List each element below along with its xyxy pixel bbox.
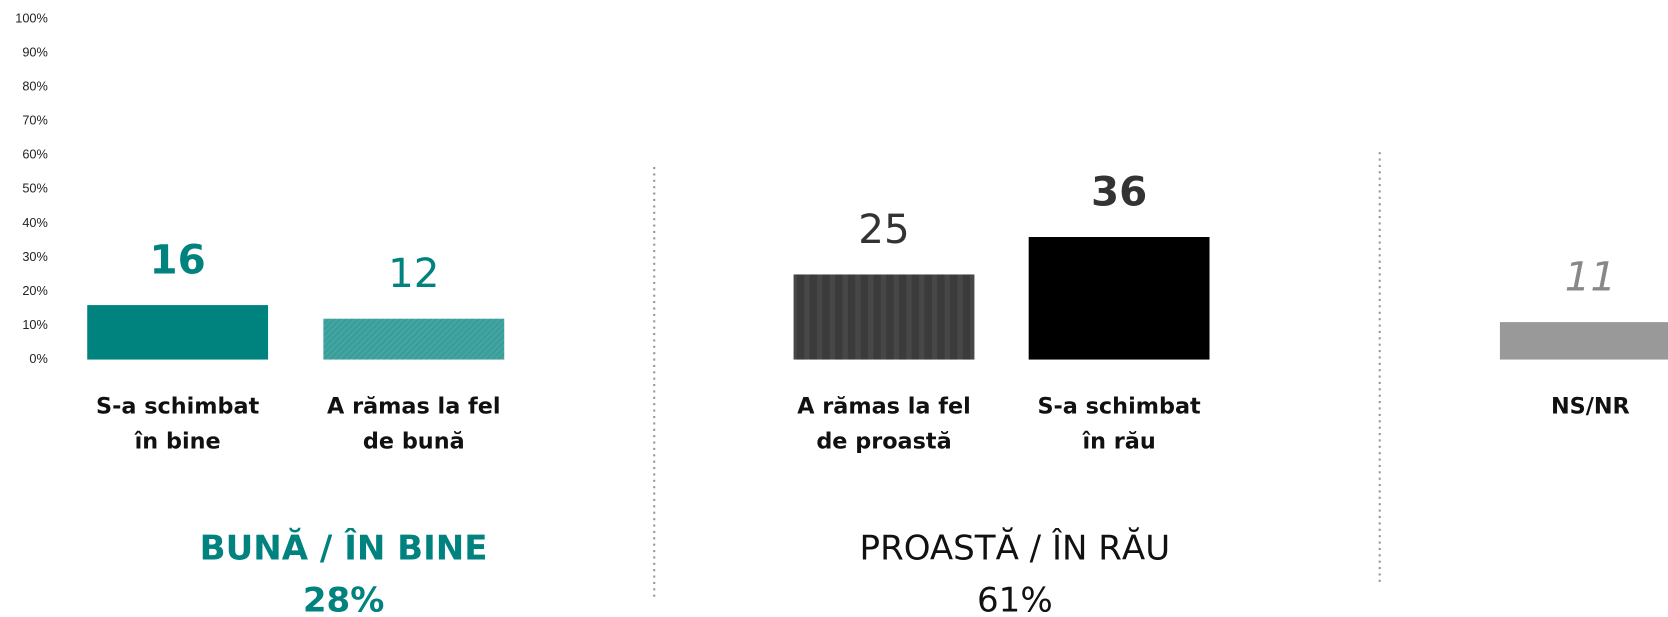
y-tick-label: 50%	[22, 181, 48, 196]
group-label: PROASTĂ / ÎN RĂU	[860, 527, 1171, 568]
bar	[323, 318, 505, 360]
value-label: 12	[388, 249, 439, 297]
x-tick-label: S-a schimbat în rău	[1037, 393, 1201, 454]
x-tick-label: A rămas la fel de bună	[327, 393, 501, 454]
y-tick-label: 90%	[22, 45, 48, 60]
x-tick-label: S-a schimbat în bine	[96, 393, 260, 454]
value-label: 36	[1091, 167, 1147, 215]
group-label: BUNĂ / ÎN BINE	[200, 527, 488, 568]
value-label: 25	[858, 205, 909, 253]
y-tick-label: 10%	[22, 317, 48, 332]
y-tick-label: 100%	[15, 11, 48, 26]
x-tick-label: NS/NR	[1551, 393, 1630, 419]
group-total: 61%	[977, 581, 1053, 617]
bar	[793, 274, 975, 360]
y-tick-label: 60%	[22, 147, 48, 162]
y-tick-label: 30%	[22, 249, 48, 264]
x-tick-label: A rămas la fel de proastă	[797, 393, 971, 454]
group-total: 28%	[303, 581, 384, 617]
y-tick-label: 70%	[22, 113, 48, 128]
y-tick-label: 80%	[22, 79, 48, 94]
y-tick-label: 20%	[22, 283, 48, 298]
bar	[87, 305, 269, 360]
y-tick-label: 0%	[29, 351, 47, 366]
bar	[1499, 322, 1668, 360]
bar	[1028, 237, 1210, 360]
value-label: 16	[150, 236, 206, 284]
value-label: 11	[1565, 253, 1616, 301]
y-tick-label: 40%	[22, 215, 48, 230]
